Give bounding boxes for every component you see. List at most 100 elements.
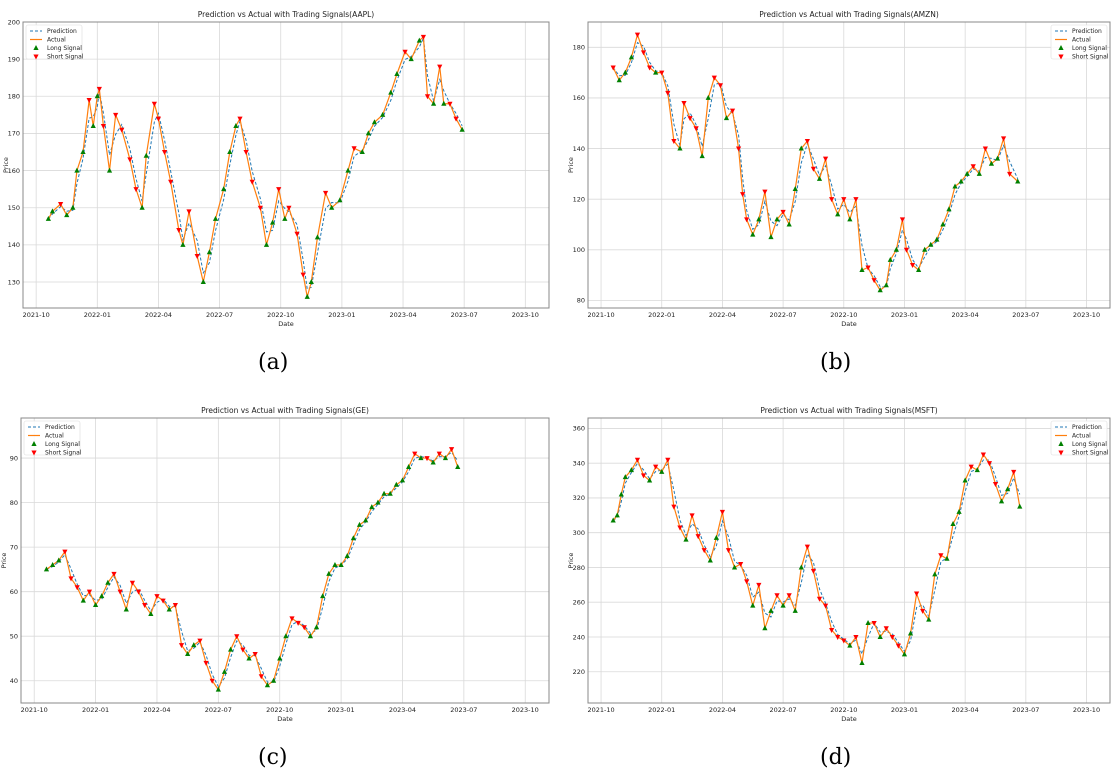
- short-signal-marker: [243, 150, 249, 155]
- long-signal-marker: [792, 607, 798, 613]
- long-signal-marker: [180, 241, 186, 247]
- short-signal-marker: [883, 626, 889, 632]
- long-signal-marker: [45, 215, 51, 221]
- x-tick-label: 2023-04: [952, 311, 979, 319]
- long-signal-marker: [139, 204, 145, 210]
- long-signal-marker: [394, 71, 400, 76]
- long-signal-marker: [338, 561, 344, 567]
- y-tick-label: 200: [8, 18, 20, 26]
- short-signal-marker: [938, 553, 944, 559]
- x-tick-label: 2021-10: [587, 706, 614, 714]
- long-signal-marker: [750, 231, 756, 237]
- short-signal-marker: [448, 447, 455, 453]
- short-signal-marker: [424, 94, 431, 100]
- long-signal-marker: [406, 463, 412, 469]
- long-signal-marker: [774, 216, 780, 222]
- y-tick-label: 260: [573, 599, 585, 607]
- short-signal-marker: [58, 202, 64, 207]
- y-tick-label: 140: [8, 241, 20, 249]
- short-signal-marker: [810, 568, 817, 574]
- short-signal-marker: [127, 157, 133, 163]
- long-signal-marker: [859, 660, 865, 666]
- x-tick-label: 2022-10: [830, 311, 857, 319]
- short-signal-marker: [252, 652, 258, 658]
- short-signal-marker: [740, 192, 746, 198]
- long-signal-marker: [408, 56, 414, 62]
- short-signal-marker: [659, 70, 665, 76]
- long-signal-marker: [780, 602, 786, 608]
- x-tick-label: 2022-10: [830, 706, 857, 714]
- long-signal-marker: [387, 490, 393, 496]
- long-signal-marker: [887, 256, 893, 262]
- y-tick-label: 40: [10, 677, 18, 685]
- short-signal-marker: [677, 525, 683, 531]
- legend-label: Actual: [45, 433, 64, 440]
- legend-label: Long Signal: [47, 45, 82, 52]
- long-signal-marker: [865, 620, 871, 626]
- long-signal-marker: [221, 668, 228, 674]
- short-signal-marker: [234, 634, 240, 640]
- actual-line: [47, 35, 463, 298]
- x-tick-label: 2021-10: [587, 311, 614, 319]
- long-signal-marker: [221, 186, 227, 192]
- short-signal-marker: [155, 116, 162, 122]
- short-signal-marker: [744, 579, 750, 585]
- long-signal-marker: [345, 167, 351, 173]
- x-axis-label: Date: [278, 320, 294, 328]
- short-signal-marker: [804, 138, 810, 144]
- short-signal-marker: [986, 461, 993, 467]
- short-signal-marker: [74, 585, 80, 591]
- short-signal-marker: [178, 643, 185, 649]
- x-tick-label: 2023-10: [512, 311, 539, 319]
- long-signal-marker: [893, 246, 899, 252]
- short-signal-marker: [899, 217, 906, 223]
- long-signal-marker: [50, 561, 56, 567]
- short-signal-marker: [168, 179, 174, 185]
- y-tick-label: 190: [8, 55, 20, 63]
- x-tick-label: 2023-04: [389, 706, 416, 714]
- legend-long-swatch: [31, 441, 37, 446]
- short-signal-marker: [719, 509, 726, 515]
- short-signal-marker: [816, 596, 823, 602]
- short-signal-marker: [774, 593, 780, 599]
- long-signal-marker: [928, 241, 934, 247]
- long-signal-marker: [143, 152, 149, 158]
- short-signal-marker: [909, 262, 916, 268]
- long-signal-marker: [105, 579, 111, 585]
- short-signal-marker: [640, 50, 647, 56]
- long-signal-marker: [418, 455, 424, 461]
- long-signal-marker: [388, 89, 394, 95]
- long-signal-marker: [228, 646, 234, 652]
- long-signal-marker: [304, 293, 310, 299]
- long-signal-marker: [369, 504, 375, 510]
- long-signal-marker: [798, 145, 804, 151]
- short-signal-marker: [756, 582, 762, 588]
- subplot-0: Prediction vs Actual with Trading Signal…: [2, 10, 550, 328]
- long-signal-marker: [270, 677, 277, 683]
- long-signal-marker: [166, 606, 172, 612]
- chart-title: Prediction vs Actual with Trading Signal…: [198, 10, 374, 19]
- legend-label: Short Signal: [47, 54, 84, 61]
- short-signal-marker: [1007, 171, 1013, 177]
- long-signal-marker: [988, 160, 995, 166]
- long-signal-marker: [950, 521, 956, 527]
- x-tick-label: 2022-10: [266, 706, 293, 714]
- legend-label: Short Signal: [1072, 450, 1109, 457]
- short-signal-marker: [780, 209, 786, 215]
- x-tick-label: 2022-07: [206, 311, 233, 319]
- legend-label: Prediction: [45, 424, 75, 431]
- short-signal-marker: [689, 513, 695, 519]
- short-signal-marker: [841, 197, 847, 203]
- long-signal-marker: [215, 686, 221, 692]
- long-signal-marker: [329, 204, 335, 210]
- long-signal-marker: [94, 93, 100, 99]
- y-tick-label: 180: [573, 44, 585, 52]
- long-signal-marker: [282, 215, 288, 221]
- long-signal-marker: [922, 246, 928, 252]
- long-signal-marker: [74, 167, 80, 173]
- short-signal-marker: [86, 98, 92, 103]
- long-signal-marker: [442, 455, 449, 461]
- chart-title: Prediction vs Actual with Trading Signal…: [760, 406, 937, 415]
- legend-label: Long Signal: [1072, 441, 1107, 448]
